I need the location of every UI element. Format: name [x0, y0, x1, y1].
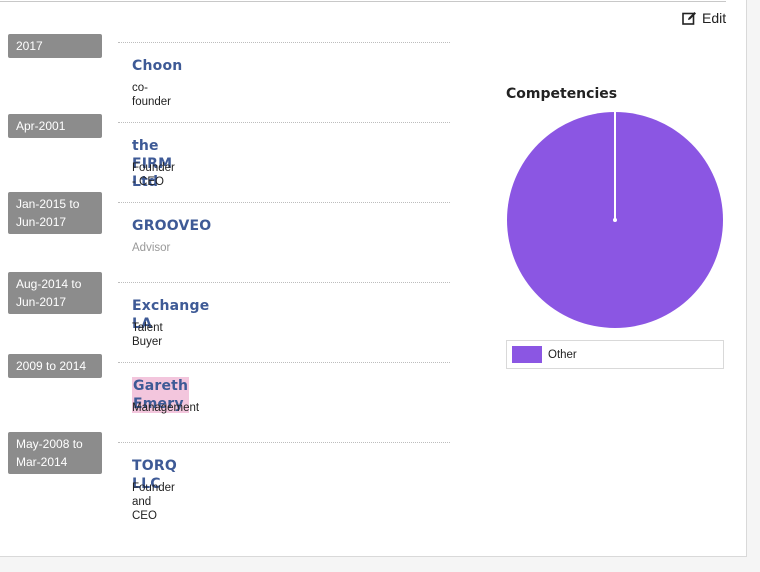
role-text: Founder and CEO [132, 482, 175, 522]
entry-divider [118, 362, 450, 363]
role-text: Founder - CEO [132, 162, 175, 188]
role-text: Advisor [132, 242, 171, 254]
role-text: co-founder [132, 82, 172, 108]
entry-divider [118, 122, 450, 123]
date-badge: Jan-2015 to Jun-2017 [8, 192, 102, 234]
date-badge: 2017 [8, 34, 102, 58]
company-link[interactable]: GROOVEO [132, 218, 212, 234]
pie-center-dot [613, 218, 617, 222]
entry-divider [118, 202, 450, 203]
entry-divider [118, 442, 450, 443]
date-badge: May-2008 to Mar-2014 [8, 432, 102, 474]
date-badge: 2009 to 2014 [8, 354, 102, 378]
role-text: Management [132, 402, 200, 414]
entry-divider [118, 42, 450, 43]
legend-swatch [512, 346, 542, 363]
edit-button[interactable]: Edit [682, 9, 726, 27]
profile-panel: Edit 2017 Choon co-founder Apr-2001 the … [0, 0, 747, 557]
entry-divider [118, 282, 450, 283]
edit-icon [682, 12, 696, 25]
date-badge: Apr-2001 [8, 114, 102, 138]
company-link[interactable]: Choon [132, 58, 183, 74]
competencies-pie-chart [507, 112, 723, 328]
edit-label: Edit [702, 10, 727, 26]
chart-legend: Other [506, 340, 724, 369]
date-badge: Aug-2014 to Jun-2017 [8, 272, 102, 314]
top-divider [0, 1, 726, 2]
role-text: Talent Buyer [132, 322, 163, 348]
company-link[interactable]: TORQ LLC [132, 458, 177, 492]
company-link[interactable]: Exchange LA [132, 298, 210, 332]
competencies-title: Competencies [506, 86, 618, 102]
company-link[interactable]: Gareth Emery [132, 377, 190, 413]
legend-label: Other [548, 348, 577, 361]
company-link[interactable]: the FIRM Ltd [132, 138, 173, 190]
